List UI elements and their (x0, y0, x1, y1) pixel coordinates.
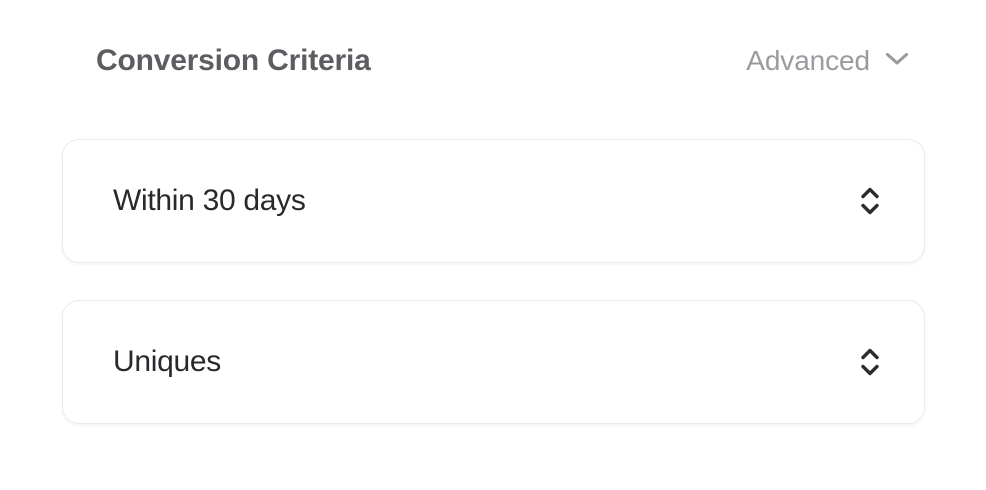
chevron-up-down-icon[interactable] (858, 343, 882, 381)
chevron-down-icon (884, 49, 910, 67)
select-conversion-window-value: Within 30 days (113, 184, 306, 217)
select-counting-method[interactable]: Uniques (62, 300, 925, 424)
advanced-mode-toggle[interactable]: Advanced (746, 47, 910, 75)
panel-header: Conversion Criteria Advanced (96, 46, 910, 92)
advanced-toggle-label: Advanced (746, 45, 870, 76)
chevron-up-down-icon[interactable] (858, 182, 882, 220)
select-conversion-window[interactable]: Within 30 days (62, 139, 925, 263)
select-counting-method-value: Uniques (113, 345, 221, 378)
page-title: Conversion Criteria (96, 44, 371, 77)
